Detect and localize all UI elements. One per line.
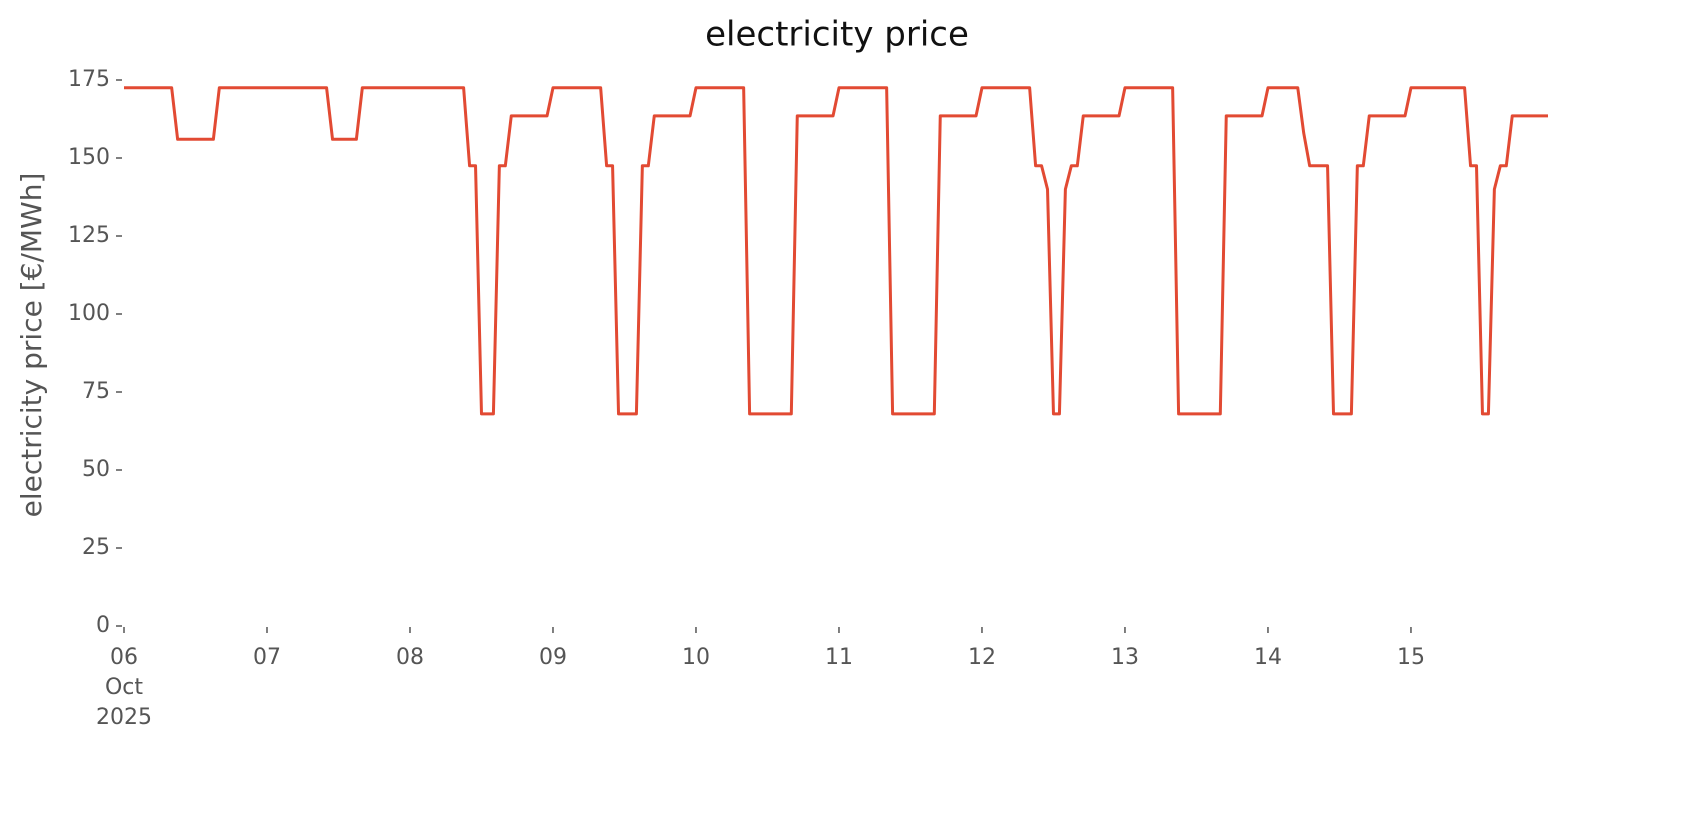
- y-tick-label: 100: [68, 301, 110, 326]
- price-line: [124, 86, 1548, 416]
- x-tick-label: 07: [253, 645, 281, 670]
- x-tick-label: 12: [968, 645, 996, 670]
- x-tick-label: 14: [1254, 645, 1282, 670]
- x-tick-label: 08: [396, 645, 424, 670]
- chart-title: electricity price: [705, 15, 969, 55]
- x-tick-label: 13: [1111, 645, 1139, 670]
- y-axis-label: electricity price [€/MWh]: [15, 173, 48, 518]
- x-tick-label: 06 Oct 2025: [96, 645, 152, 730]
- y-tick-label: 75: [82, 379, 110, 404]
- x-tick-label: 10: [682, 645, 710, 670]
- y-tick-label: 125: [68, 223, 110, 248]
- y-tick-label: 25: [82, 535, 110, 560]
- x-tick-label: 09: [539, 645, 567, 670]
- x-tick-label: 11: [825, 645, 853, 670]
- y-tick-label: 150: [68, 145, 110, 170]
- y-tick-label: 0: [96, 613, 110, 638]
- y-tick-label: 175: [68, 67, 110, 92]
- x-tick-label: 15: [1397, 645, 1425, 670]
- y-tick-label: 50: [82, 457, 110, 482]
